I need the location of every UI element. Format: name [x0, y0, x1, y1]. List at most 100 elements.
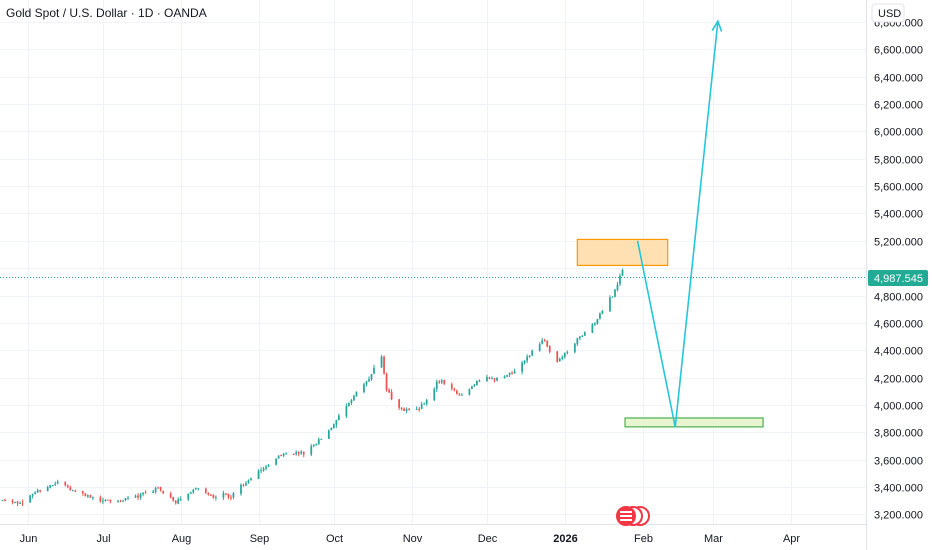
candle [214, 495, 217, 501]
candle [174, 500, 177, 505]
candle [415, 406, 418, 410]
candle [265, 464, 267, 471]
candle [122, 499, 124, 502]
chart-title: Gold Spot / U.S. Dollar · 1D · OANDA [6, 6, 207, 20]
candle [1, 499, 4, 501]
candle [320, 438, 323, 441]
economic-events-icon[interactable] [616, 506, 650, 526]
arrow-head-icon [711, 19, 723, 32]
time-axis[interactable]: Jun Jul Aug Sep Oct Nov Dec 2026 Feb Mar Apr [20, 533, 801, 545]
candle [232, 492, 235, 500]
time-tick-label: Feb [634, 533, 653, 545]
time-tick-label: Oct [326, 533, 343, 545]
candle [74, 489, 77, 492]
candle [596, 318, 599, 325]
candle [31, 493, 34, 499]
candle [99, 495, 102, 503]
candle [292, 453, 295, 456]
resistance-zone[interactable] [576, 238, 669, 267]
candle [172, 496, 175, 502]
candle [435, 379, 438, 393]
candles [1, 268, 624, 507]
candle [368, 376, 370, 383]
candle [197, 488, 200, 491]
candle [594, 322, 596, 327]
candle [583, 331, 586, 336]
candle [566, 350, 569, 355]
candle [49, 484, 52, 489]
candle [285, 452, 288, 455]
candle [563, 352, 566, 359]
candle [162, 490, 165, 495]
candle [503, 375, 506, 379]
currency-button[interactable] [871, 3, 905, 23]
currency-label: USD [878, 8, 901, 20]
candle [29, 494, 32, 503]
candle [508, 372, 511, 377]
candle [511, 371, 513, 375]
candle [247, 479, 250, 484]
candle [561, 355, 564, 361]
candle [385, 372, 388, 392]
candle [558, 357, 561, 362]
candle [102, 497, 104, 505]
candle [335, 419, 338, 428]
candle [312, 444, 315, 448]
price-tick-label: 6,200.000 [874, 100, 923, 112]
candle [556, 350, 559, 363]
price-tick-label: 5,800.000 [874, 155, 923, 167]
candle [541, 337, 544, 345]
price-tick-label: 4,800.000 [874, 292, 923, 304]
candle [127, 495, 129, 500]
candle [66, 484, 69, 489]
price-axis[interactable]: 3,200.000 3,400.000 3,600.000 3,800.000 4,00… [874, 18, 923, 522]
time-tick-label: Jun [20, 533, 38, 545]
candle [496, 377, 498, 382]
candle [104, 499, 107, 502]
candle [260, 467, 262, 474]
candle [488, 376, 491, 380]
annotations[interactable] [576, 19, 764, 428]
candle [493, 377, 496, 383]
candle [295, 450, 298, 456]
candle [207, 492, 210, 496]
candle [267, 463, 270, 468]
candle [420, 401, 423, 410]
candle [491, 376, 493, 380]
time-tick-label: Sep [250, 533, 270, 545]
candle [157, 486, 160, 489]
candle [355, 391, 358, 397]
candle [159, 486, 162, 492]
candle [408, 408, 411, 411]
price-tick-label: 4,200.000 [874, 374, 923, 386]
candle [56, 479, 59, 485]
candle [240, 483, 242, 496]
support-zone[interactable] [624, 417, 764, 428]
candle [370, 373, 373, 381]
candle [455, 389, 458, 395]
candle [310, 444, 313, 457]
candle [538, 342, 541, 352]
candle [418, 406, 421, 412]
time-tick-label: Aug [172, 533, 192, 545]
candle [192, 488, 195, 494]
candle [403, 407, 406, 412]
candle [277, 455, 280, 459]
candle [109, 499, 112, 504]
candle [300, 450, 303, 456]
candle [119, 499, 122, 503]
projection-arrow[interactable] [636, 21, 719, 428]
candle [71, 489, 74, 492]
candle [573, 342, 576, 354]
candle [222, 490, 225, 500]
time-tick-label: Nov [403, 533, 423, 545]
current-price-badge [868, 270, 928, 286]
candle [225, 492, 227, 496]
price-tick-label: 3,600.000 [874, 456, 923, 468]
candle [619, 273, 621, 286]
candle [154, 486, 157, 494]
candle [468, 388, 471, 396]
candle [204, 487, 207, 495]
candle [194, 487, 197, 490]
